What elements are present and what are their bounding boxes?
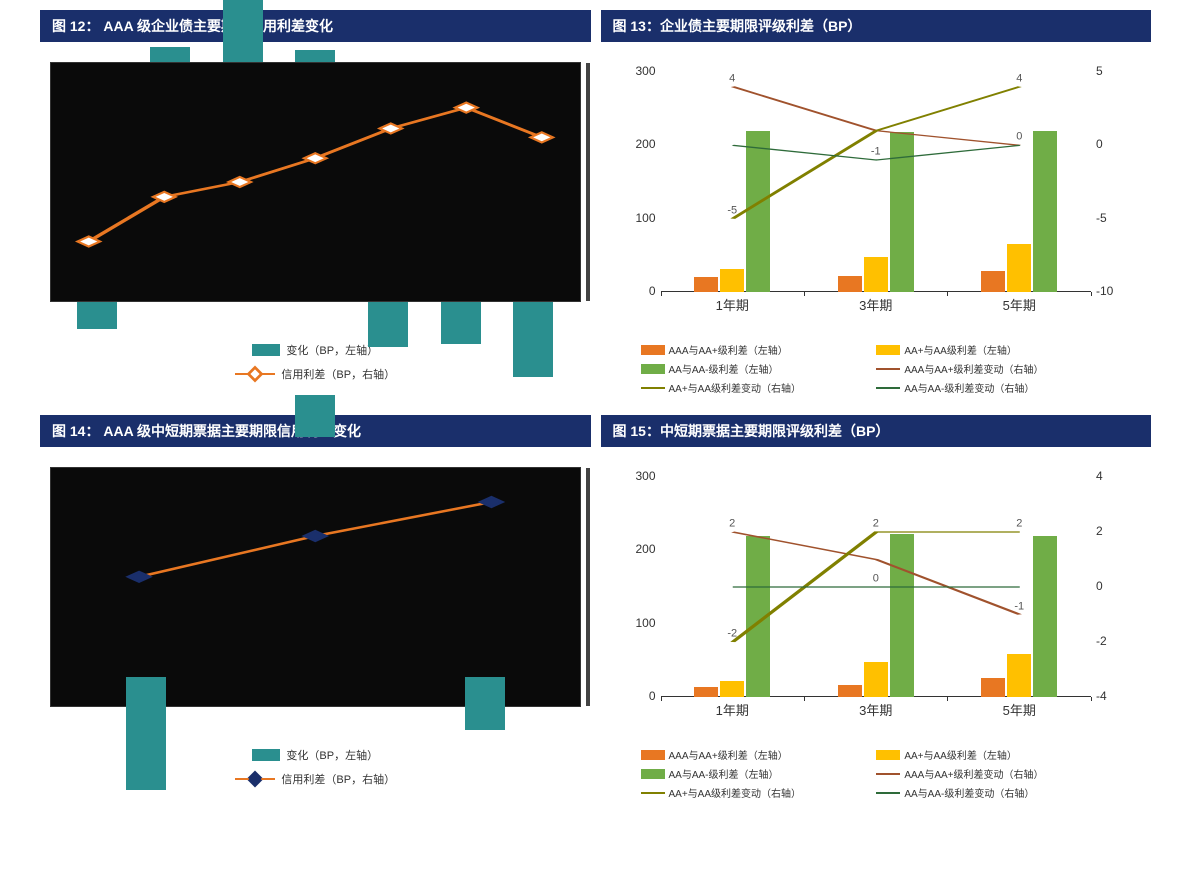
legend-item: AA+与AA级利差（左轴） [876, 342, 1102, 357]
line-point-label: 2 [1016, 518, 1022, 530]
chart14-legend-line: 信用利差（BP，右轴） [281, 771, 395, 787]
legend-item: AAA与AA+级利差（左轴） [641, 747, 867, 762]
panel-chart14: 图 14： AAA 级中短期票据主要期限信用利差变化 变化（BP，左轴） 信用利… [40, 415, 591, 810]
line-point-label: -5 [727, 204, 737, 216]
right-axis-tick: -5 [1096, 211, 1141, 225]
left-axis-tick: 100 [611, 211, 656, 225]
chart13-legend: AAA与AA+级利差（左轴） AA+与AA级利差（左轴） AA与AA-级利差（左轴）… [611, 342, 1142, 395]
chart12-right-rail [586, 63, 590, 301]
x-category: 5年期 [1003, 700, 1036, 719]
legend-item: AA与AA-级利差（左轴） [641, 361, 867, 376]
right-axis-tick: 5 [1096, 64, 1141, 78]
line-point-label: 2 [873, 518, 879, 530]
legend-item: AA与AA-级利差变动（右轴） [876, 785, 1102, 800]
panel-chart15: 图 15：中短期票据主要期限评级利差（BP） 0 100 200 300 -4 -2 0 2 4… [601, 415, 1152, 810]
chart12-area: 变化（BP，左轴） 信用利差（BP，右轴） [40, 42, 591, 405]
chart13-plot: 0 100 200 300 -10 -5 0 5 4 0 -5 4 -1 1年期 3年期 5年期 [611, 62, 1142, 342]
chart13-area: 0 100 200 300 -10 -5 0 5 4 0 -5 4 -1 1年期 3年期 5年期 AAA与AA… [601, 42, 1152, 405]
left-axis-tick: 200 [611, 542, 656, 556]
chart13-title: 图 13：企业债主要期限评级利差（BP） [601, 10, 1152, 42]
legend-item: AA与AA-级利差（左轴） [641, 766, 867, 781]
chart12-title: 图 12： AAA 级企业债主要期限信用利差变化 [40, 10, 591, 42]
panel-chart12: 图 12： AAA 级企业债主要期限信用利差变化 变化（BP，左轴） 信用利差（… [40, 10, 591, 405]
right-axis-tick: 0 [1096, 579, 1141, 593]
chart-grid: 图 12： AAA 级企业债主要期限信用利差变化 变化（BP，左轴） 信用利差（… [0, 0, 1191, 820]
chart15-area: 0 100 200 300 -4 -2 0 2 4 2 -1 -2 2 2 0 1年期 3年期 5年期 AAA与A… [601, 447, 1152, 810]
legend-item: AAA与AA+级利差变动（右轴） [876, 361, 1102, 376]
chart14-plot [50, 467, 581, 707]
legend-item: AAA与AA+级利差变动（右轴） [876, 766, 1102, 781]
chart15-legend: AAA与AA+级利差（左轴） AA+与AA级利差（左轴） AA与AA-级利差（左轴）… [611, 747, 1142, 800]
line-point-label: 2 [729, 518, 735, 530]
panel-chart13: 图 13：企业债主要期限评级利差（BP） 0100200300-10-50540… [601, 10, 1152, 405]
line-point-label: 4 [1016, 72, 1022, 84]
left-axis-tick: 100 [611, 616, 656, 630]
left-axis-tick: 0 [611, 689, 656, 703]
line-point-label: 0 [873, 573, 879, 585]
line-point-label: 4 [729, 72, 735, 84]
right-axis-tick: 0 [1096, 137, 1141, 151]
x-category: 1年期 [716, 700, 749, 719]
chart15-title: 图 15：中短期票据主要期限评级利差（BP） [601, 415, 1152, 447]
legend-item: AA与AA-级利差变动（右轴） [876, 380, 1102, 395]
chart12-legend-bar: 变化（BP，左轴） [286, 342, 378, 358]
chart15-plot: 0 100 200 300 -4 -2 0 2 4 2 -1 -2 2 2 0 1年期 3年期 5年期 [611, 467, 1142, 747]
left-axis-tick: 300 [611, 469, 656, 483]
right-axis-tick: 2 [1096, 524, 1141, 538]
x-category: 3年期 [859, 295, 892, 314]
left-axis-tick: 200 [611, 137, 656, 151]
x-category: 3年期 [859, 700, 892, 719]
line-point-label: 0 [1016, 131, 1022, 143]
right-axis-tick: -2 [1096, 634, 1141, 648]
line-point-label: -1 [871, 146, 881, 158]
x-category: 1年期 [716, 295, 749, 314]
left-axis-tick: 0 [611, 284, 656, 298]
line-point-label: -1 [1014, 600, 1024, 612]
right-axis-tick: -10 [1096, 284, 1141, 298]
right-axis-tick: -4 [1096, 689, 1141, 703]
legend-item: AA+与AA级利差（左轴） [876, 747, 1102, 762]
legend-item: AA+与AA级利差变动（右轴） [641, 380, 867, 395]
chart14-right-rail [586, 468, 590, 706]
legend-item: AAA与AA+级利差（左轴） [641, 342, 867, 357]
chart14-legend-bar: 变化（BP，左轴） [286, 747, 378, 763]
line-point-label: -2 [727, 628, 737, 640]
chart12-plot [50, 62, 581, 302]
right-axis-tick: 4 [1096, 469, 1141, 483]
x-category: 5年期 [1003, 295, 1036, 314]
chart14-area: 变化（BP，左轴） 信用利差（BP，右轴） [40, 447, 591, 810]
chart12-legend: 变化（BP，左轴） 信用利差（BP，右轴） [50, 342, 581, 382]
left-axis-tick: 300 [611, 64, 656, 78]
chart12-legend-line: 信用利差（BP，右轴） [281, 366, 395, 382]
legend-item: AA+与AA级利差变动（右轴） [641, 785, 867, 800]
